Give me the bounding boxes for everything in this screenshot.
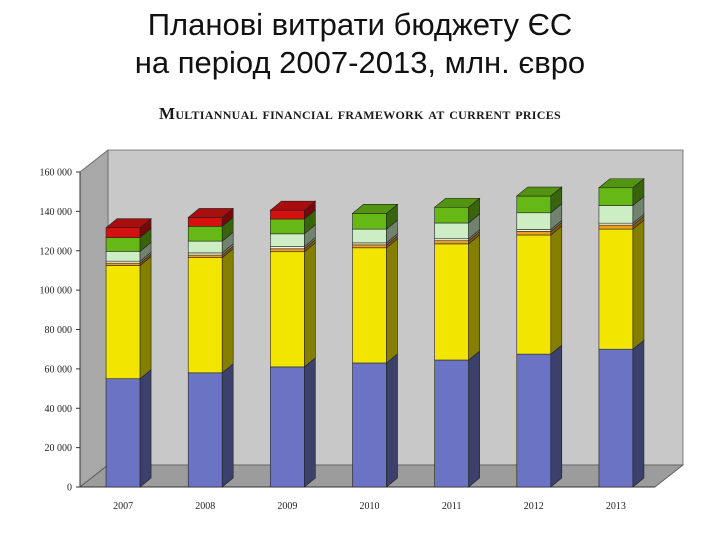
bar-top-2013 xyxy=(598,178,645,189)
bar-top-2011 xyxy=(433,197,481,208)
bar-top-2007 xyxy=(105,218,152,229)
bar-side-2012-series-2 xyxy=(550,225,563,355)
bar-2013-series-1 xyxy=(598,348,634,488)
bar-2011-series-5 xyxy=(434,222,469,240)
bar-2007-series-2 xyxy=(105,265,141,380)
stacked-bar-chart: 0 20 000 40 000 60 000 80 000 100 000 120 000 1… xyxy=(40,149,685,512)
bar-2008-series-6 xyxy=(187,226,223,242)
x-tick-label: 2007 xyxy=(113,501,133,512)
bar-side-2013-series-1 xyxy=(632,339,645,488)
bar-2007-series-7 xyxy=(105,227,141,238)
bar-top-2012 xyxy=(515,186,563,197)
bar-2007-series-1 xyxy=(105,378,141,488)
bar-2007-series-3 xyxy=(105,262,141,266)
bar-2007-series-5 xyxy=(105,251,141,262)
bar-2010-series-2 xyxy=(352,247,387,364)
bar-2009-series-7 xyxy=(270,209,305,220)
bar-side-2007-series-1 xyxy=(139,369,152,488)
bar-2008-series-3 xyxy=(187,254,223,258)
y-tick-label: 60 000 xyxy=(45,364,73,375)
bar-side-2008-series-2 xyxy=(221,248,234,374)
x-tick-label: 2013 xyxy=(606,501,626,512)
slide-title: Планові витрати бюджету ЄС на період 200… xyxy=(0,6,720,82)
bar-2008-series-5 xyxy=(187,240,223,254)
bar-2010-series-3 xyxy=(352,244,387,249)
bar-2009-series-4 xyxy=(270,246,305,250)
bar-2009-series-6 xyxy=(270,218,305,235)
bar-2011-series-3 xyxy=(434,240,469,245)
bar-2010-series-1 xyxy=(352,362,387,488)
bar-2011-series-2 xyxy=(434,243,469,361)
y-tick-label: 20 000 xyxy=(45,443,73,454)
bar-2013-series-2 xyxy=(598,228,634,350)
bar-2009-series-1 xyxy=(270,366,305,488)
bar-2009-series-2 xyxy=(270,251,305,368)
y-tick-label: 160 000 xyxy=(40,168,73,179)
y-tick-label: 100 000 xyxy=(40,286,73,297)
bar-2008-series-1 xyxy=(187,372,223,488)
bar-2013-series-5 xyxy=(598,205,634,224)
bar-2013-series-6 xyxy=(598,187,634,206)
bar-2012-series-5 xyxy=(516,212,552,230)
slide-title-line-2: на період 2007-2013, млн. євро xyxy=(134,45,586,80)
bar-2012-series-3 xyxy=(516,231,552,236)
y-tick-label: 120 000 xyxy=(40,246,73,257)
bar-side-2009-series-2 xyxy=(304,242,316,368)
bar-side-2013-series-2 xyxy=(632,219,645,350)
slide-title-line-1: Планові витрати бюджету ЄС xyxy=(147,7,573,42)
bar-side-2008-series-1 xyxy=(221,363,234,488)
bar-2011-series-6 xyxy=(434,206,469,224)
bar-2010-series-5 xyxy=(352,228,387,244)
x-tick-label: 2009 xyxy=(277,501,297,512)
bar-2012-series-2 xyxy=(516,234,552,355)
y-tick-label: 0 xyxy=(67,483,72,494)
x-tick-label: 2012 xyxy=(524,501,544,512)
bar-2009-series-3 xyxy=(270,248,305,253)
bar-top-2008 xyxy=(187,208,235,218)
x-tick-label: 2010 xyxy=(360,501,380,512)
y-tick-label: 140 000 xyxy=(40,207,73,218)
bar-2011-series-1 xyxy=(434,359,469,488)
bar-2012-series-1 xyxy=(516,353,552,488)
bar-2010-series-6 xyxy=(352,213,387,230)
x-tick-label: 2008 xyxy=(195,501,215,512)
bar-side-2010-series-1 xyxy=(386,353,398,488)
x-tick-label: 2011 xyxy=(442,501,462,512)
bar-side-2010-series-2 xyxy=(386,238,398,364)
bar-2008-series-4 xyxy=(187,252,223,256)
bar-top-2009 xyxy=(269,200,317,211)
bar-2008-series-7 xyxy=(187,217,223,227)
bar-2007-series-6 xyxy=(105,237,141,252)
bar-side-2011-series-1 xyxy=(468,350,480,488)
bar-2008-series-2 xyxy=(187,257,223,374)
bar-2009-series-5 xyxy=(270,233,305,247)
bar-2012-series-6 xyxy=(516,195,552,214)
chart-side-wall xyxy=(79,149,109,488)
bar-side-2007-series-2 xyxy=(139,255,152,380)
bar-2013-series-3 xyxy=(598,224,634,230)
y-tick-label: 80 000 xyxy=(45,325,73,336)
bar-side-2012-series-1 xyxy=(550,344,563,488)
chart-title: Multiannual financial framework at curre… xyxy=(158,104,562,123)
bar-side-2011-series-2 xyxy=(468,234,480,361)
bar-side-2009-series-1 xyxy=(304,357,316,488)
bar-top-2010 xyxy=(351,204,399,214)
y-tick-label: 40 000 xyxy=(45,404,73,415)
